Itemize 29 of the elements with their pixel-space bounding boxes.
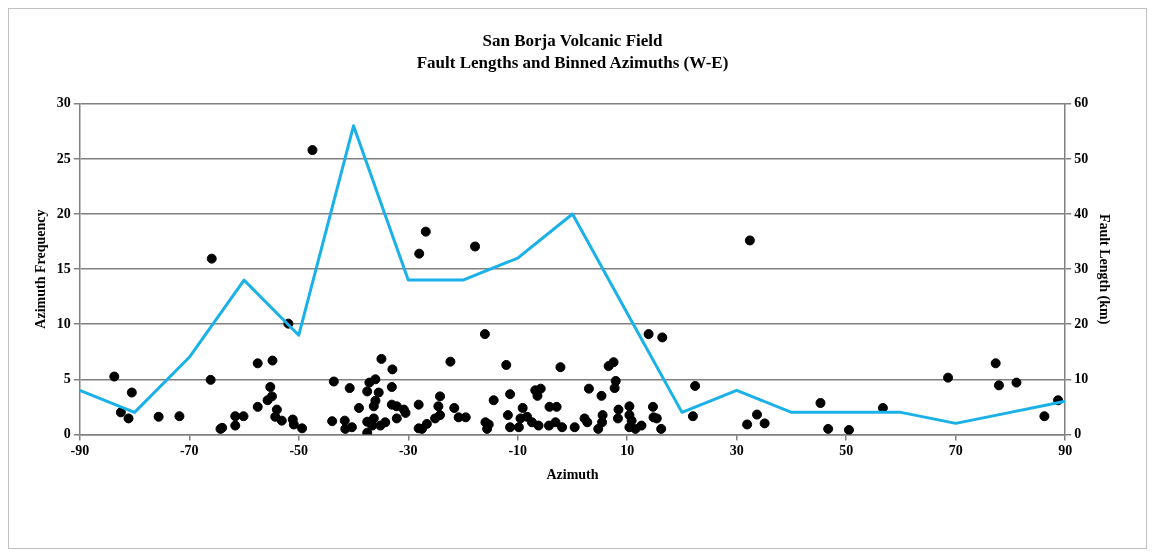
x-tick-label: -50 — [289, 443, 309, 459]
y-tick-label: 30 — [56, 95, 71, 111]
x-tick-label: -70 — [179, 443, 199, 459]
x-tick-label: 50 — [839, 443, 854, 459]
y2-tick-label: 0 — [1074, 426, 1082, 442]
y2-tick-label: 50 — [1074, 150, 1089, 166]
x-axis-title: Azimuth — [546, 467, 599, 483]
x-tick-label: 30 — [729, 443, 744, 459]
x-tick-label: -90 — [70, 443, 90, 459]
y2-tick-label: 40 — [1074, 205, 1089, 221]
y2-axis-title: Fault Length (km) — [1095, 213, 1112, 325]
y-axis-title: Azimuth Frequency — [33, 209, 49, 329]
y-tick-label: 15 — [56, 260, 71, 276]
x-tick-label: 70 — [948, 443, 963, 459]
x-tick-label: 90 — [1058, 443, 1073, 459]
y-tick-label: 25 — [56, 150, 71, 166]
x-tick-label: 10 — [620, 443, 635, 459]
y2-tick-label: 20 — [1074, 315, 1089, 331]
y-tick-label: 10 — [56, 315, 71, 331]
x-tick-label: -30 — [398, 443, 418, 459]
y2-tick-label: 60 — [1074, 95, 1089, 111]
y2-tick-label: 10 — [1074, 370, 1089, 386]
chart-title: San Borja Volcanic Field — [482, 30, 664, 50]
y-tick-label: 20 — [56, 205, 71, 221]
y-tick-label: 5 — [63, 370, 71, 386]
chart-subtitle: Fault Lengths and Binned Azimuths (W-E) — [416, 52, 729, 72]
x-tick-label: -10 — [508, 443, 528, 459]
y-tick-label: 0 — [63, 426, 71, 442]
y2-tick-label: 30 — [1074, 260, 1089, 276]
